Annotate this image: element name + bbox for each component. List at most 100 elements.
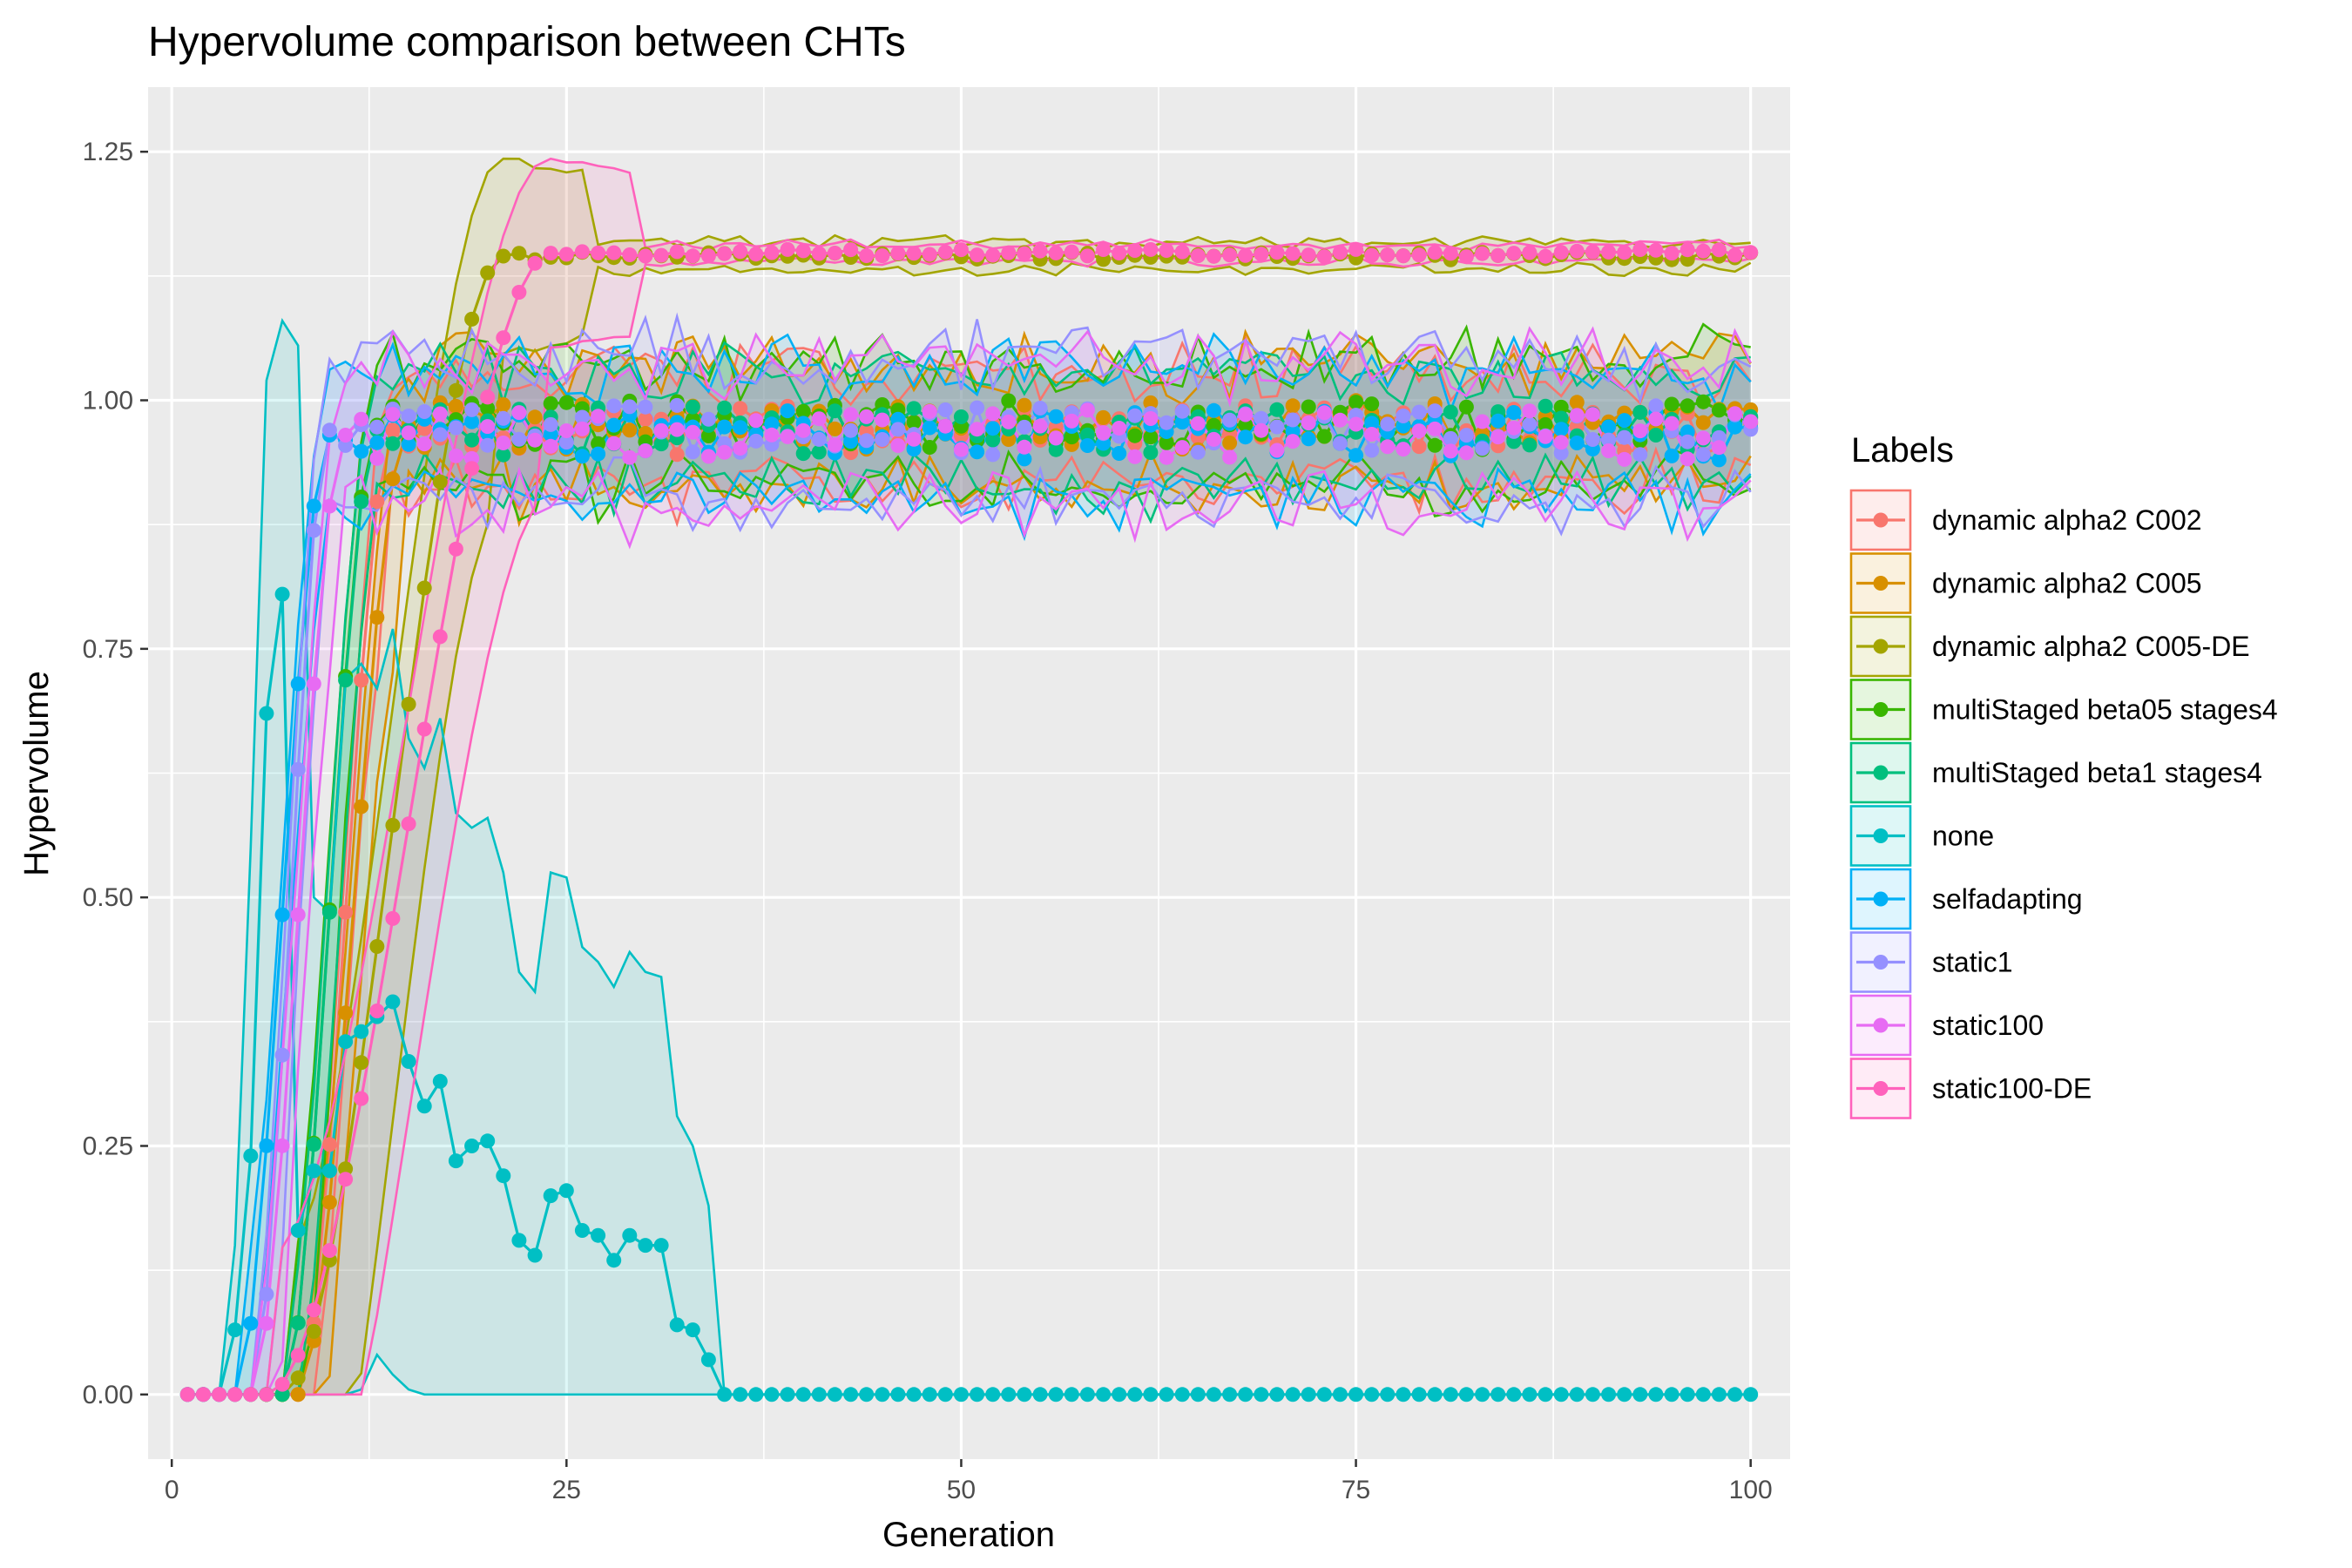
point-multistaged-beta05-stages4 [1538,416,1553,432]
point-none [416,1098,432,1114]
point-none [622,1227,638,1243]
mean-line-none [187,593,1751,1396]
point-none [1206,1387,1221,1402]
point-static100 [1443,443,1458,459]
point-dynamic-alpha2-c005 [1569,395,1585,410]
point-static100-de [591,245,606,260]
point-selfadapting [1727,419,1743,435]
point-multistaged-beta1-stages4 [827,403,842,419]
point-static100 [700,449,716,464]
point-static100 [606,436,622,451]
point-none [1079,1387,1095,1402]
point-none [591,1227,606,1243]
point-dynamic-alpha2-c005 [448,398,463,414]
point-static100 [1301,415,1316,430]
point-dynamic-alpha2-c005-de [354,1055,369,1071]
point-selfadapting [1174,415,1190,430]
point-dynamic-alpha2-c005 [1222,436,1238,450]
point-none [764,1387,780,1402]
point-static1 [1159,415,1174,430]
point-none [274,586,290,602]
point-static100 [685,424,700,440]
point-static100 [1316,405,1332,421]
point-static100 [574,421,590,436]
point-static1 [1443,430,1458,446]
point-static100-de [274,1376,290,1392]
point-dynamic-alpha2-c002 [638,411,653,427]
point-static100 [1506,420,1522,436]
point-static100-de [985,247,1001,263]
point-static100 [558,423,574,438]
point-static100 [1222,449,1238,465]
point-static100 [1490,429,1506,445]
point-none [638,1238,653,1254]
point-static100-de [764,245,780,260]
x-tick-label: 100 [1729,1476,1773,1504]
point-dynamic-alpha2-c005-de [432,474,448,490]
point-static100-de [1222,247,1238,263]
point-static100 [764,427,780,443]
point-static1 [1190,444,1206,460]
point-static100-de [1585,244,1600,260]
point-static100-de [290,1348,306,1363]
point-dynamic-alpha2-c005 [385,471,401,487]
upper-line-static100-de [187,157,1751,1396]
legend-label-static100: static100 [1932,1010,2044,1041]
point-dynamic-alpha2-c005-de [464,311,480,327]
x-axis-title: Generation [882,1516,1055,1554]
point-none [606,1253,622,1268]
point-static100 [1159,449,1174,465]
point-multistaged-beta1-stages4 [1443,404,1458,420]
point-dynamic-alpha2-c005 [321,1194,337,1210]
point-none [875,1387,890,1402]
point-static100 [1285,434,1301,449]
point-static100 [259,1315,274,1331]
point-dynamic-alpha2-c005-de [385,817,401,833]
point-multistaged-beta05-stages4 [1364,396,1380,412]
mean-line-selfadapting [187,408,1751,1396]
point-static100-de [543,246,558,261]
point-static1 [259,1287,274,1302]
point-static1 [1617,429,1632,445]
point-static100-de [1064,244,1079,260]
point-static1 [1332,436,1348,451]
point-multistaged-beta05-stages4 [1301,399,1316,415]
point-static100 [1680,451,1695,467]
point-multistaged-beta05-stages4 [1159,435,1174,450]
point-multistaged-beta1-stages4 [1632,404,1648,420]
point-static1 [685,444,700,460]
point-dynamic-alpha2-c005 [1285,398,1301,414]
legend-point-selfadapting [1873,891,1889,907]
point-static100 [338,428,354,443]
upper-line-multistaged-beta1-stages4 [187,341,1751,1396]
point-dynamic-alpha2-c005 [1143,395,1159,410]
point-none [1506,1387,1522,1402]
point-static100 [906,431,922,447]
point-static100-de [448,541,463,557]
point-static1 [1222,412,1238,428]
point-none [922,1387,937,1402]
point-selfadapting [764,416,780,432]
point-static100-de [1269,245,1285,260]
legend-title: Labels [1851,431,1954,470]
point-static100-de [1332,245,1348,260]
x-tick-label: 0 [165,1476,179,1504]
ribbon-dynamic-alpha2-c005-de [187,159,1751,1395]
legend-point-dynamic-alpha2-c005 [1873,576,1889,591]
point-multistaged-beta1-stages4 [1143,445,1159,460]
point-static1 [1601,432,1617,448]
point-none [527,1247,543,1263]
point-static100-de [1553,245,1569,260]
point-static1 [1632,447,1648,463]
point-none [1032,1387,1048,1402]
point-none [1427,1387,1443,1402]
point-static100-de [1522,245,1538,260]
point-static100 [937,418,953,434]
point-multistaged-beta05-stages4 [1064,429,1079,445]
point-static100 [638,443,653,458]
point-multistaged-beta1-stages4 [496,447,511,463]
point-multistaged-beta05-stages4 [1127,428,1143,443]
point-static100-de [1506,246,1522,261]
point-static100 [1269,443,1285,458]
point-static100-de [1048,245,1064,260]
